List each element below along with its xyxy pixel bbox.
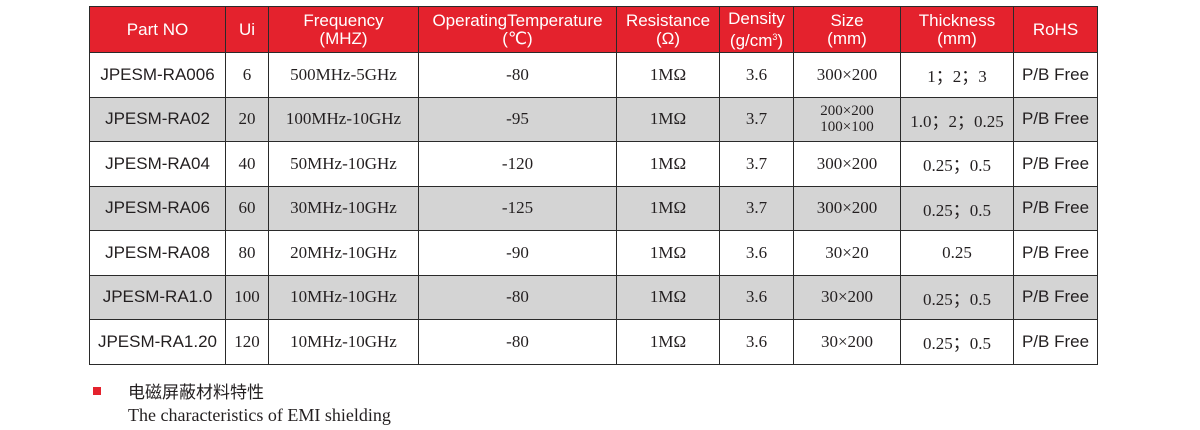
caption-english: The characteristics of EMI shielding: [128, 405, 391, 425]
cell-thickness: 0.25；0.5: [900, 185, 1014, 231]
cell-density: 3.7: [719, 96, 794, 142]
cell-size: 200×200 100×100: [793, 96, 901, 142]
cell-resistance: 1MΩ: [616, 141, 720, 187]
cell-ui: 80: [225, 230, 269, 276]
cell-temperature: -125: [418, 185, 617, 231]
cell-temperature: -80: [418, 319, 617, 365]
cell-size: 300×200: [793, 141, 901, 187]
header-row: Part NO Ui Frequency (MHZ) OperatingTempe…: [89, 6, 1098, 53]
cell-thickness: 0.25；0.5: [900, 141, 1014, 187]
table-row: JPESM-RA06 60 30MHz-10GHz -125 1MΩ 3.7 3…: [89, 185, 1098, 231]
table-row: JPESM-RA08 80 20MHz-10GHz -90 1MΩ 3.6 30…: [89, 230, 1098, 276]
cell-rohs: P/B Free: [1013, 274, 1098, 320]
cell-frequency: 50MHz-10GHz: [268, 141, 419, 187]
table-row: JPESM-RA02 20 100MHz-10GHz -95 1MΩ 3.7 2…: [89, 96, 1098, 142]
cell-frequency: 10MHz-10GHz: [268, 319, 419, 365]
cell-temperature: -95: [418, 96, 617, 142]
cell-rohs: P/B Free: [1013, 96, 1098, 142]
cell-ui: 20: [225, 96, 269, 142]
cell-part-no: JPESM-RA1.0: [89, 274, 226, 320]
cell-frequency: 10MHz-10GHz: [268, 274, 419, 320]
cell-temperature: -80: [418, 52, 617, 98]
caption-chinese: 电磁屏蔽材料特性: [128, 383, 264, 403]
header-resistance: Resistance (Ω): [616, 6, 720, 53]
cell-thickness: 0.25；0.5: [900, 319, 1014, 365]
cell-rohs: P/B Free: [1013, 141, 1098, 187]
table-row: JPESM-RA1.20 120 10MHz-10GHz -80 1MΩ 3.6…: [89, 319, 1098, 365]
cell-size: 30×200: [793, 319, 901, 365]
cell-resistance: 1MΩ: [616, 274, 720, 320]
size-line-2: 100×100: [820, 119, 874, 136]
caption-bullet-icon: [93, 387, 101, 395]
cell-frequency: 500MHz-5GHz: [268, 52, 419, 98]
cell-density: 3.6: [719, 274, 794, 320]
header-size: Size (mm): [793, 6, 901, 53]
cell-ui: 6: [225, 52, 269, 98]
cell-part-no: JPESM-RA02: [89, 96, 226, 142]
cell-resistance: 1MΩ: [616, 185, 720, 231]
cell-thickness: 0.25；0.5: [900, 274, 1014, 320]
cell-ui: 60: [225, 185, 269, 231]
cell-size: 300×200: [793, 185, 901, 231]
header-ui: Ui: [225, 6, 269, 53]
cell-temperature: -120: [418, 141, 617, 187]
header-frequency: Frequency (MHZ): [268, 6, 419, 53]
cell-size: 30×200: [793, 274, 901, 320]
cell-density: 3.6: [719, 52, 794, 98]
cell-size: 30×20: [793, 230, 901, 276]
cell-part-no: JPESM-RA006: [89, 52, 226, 98]
cell-resistance: 1MΩ: [616, 96, 720, 142]
cell-thickness: 1；2；3: [900, 52, 1014, 98]
cell-thickness: 1.0；2；0.25: [900, 96, 1014, 142]
emi-spec-table: Part NO Ui Frequency (MHZ) OperatingTempe…: [89, 6, 1098, 365]
cell-rohs: P/B Free: [1013, 52, 1098, 98]
header-part-no: Part NO: [89, 6, 226, 53]
cell-ui: 40: [225, 141, 269, 187]
cell-part-no: JPESM-RA04: [89, 141, 226, 187]
cell-rohs: P/B Free: [1013, 319, 1098, 365]
cell-density: 3.6: [719, 230, 794, 276]
cell-ui: 100: [225, 274, 269, 320]
size-line-1: 200×200: [820, 103, 874, 120]
cell-frequency: 100MHz-10GHz: [268, 96, 419, 142]
header-operating-temperature: OperatingTemperature (℃): [418, 6, 617, 53]
cell-resistance: 1MΩ: [616, 230, 720, 276]
table-row: JPESM-RA006 6 500MHz-5GHz -80 1MΩ 3.6 30…: [89, 52, 1098, 98]
cell-density: 3.7: [719, 141, 794, 187]
header-density: Density (g/cm3): [719, 6, 794, 53]
cell-part-no: JPESM-RA1.20: [89, 319, 226, 365]
cell-frequency: 30MHz-10GHz: [268, 185, 419, 231]
cell-frequency: 20MHz-10GHz: [268, 230, 419, 276]
table-row: JPESM-RA04 40 50MHz-10GHz -120 1MΩ 3.7 3…: [89, 141, 1098, 187]
cell-rohs: P/B Free: [1013, 185, 1098, 231]
cell-temperature: -80: [418, 274, 617, 320]
cell-size: 300×200: [793, 52, 901, 98]
cell-density: 3.6: [719, 319, 794, 365]
cell-rohs: P/B Free: [1013, 230, 1098, 276]
cell-resistance: 1MΩ: [616, 319, 720, 365]
cell-thickness: 0.25: [900, 230, 1014, 276]
cell-resistance: 1MΩ: [616, 52, 720, 98]
cell-part-no: JPESM-RA08: [89, 230, 226, 276]
header-thickness: Thickness (mm): [900, 6, 1014, 53]
header-rohs: RoHS: [1013, 6, 1098, 53]
cell-density: 3.7: [719, 185, 794, 231]
cell-temperature: -90: [418, 230, 617, 276]
cell-part-no: JPESM-RA06: [89, 185, 226, 231]
cell-ui: 120: [225, 319, 269, 365]
table-row: JPESM-RA1.0 100 10MHz-10GHz -80 1MΩ 3.6 …: [89, 274, 1098, 320]
